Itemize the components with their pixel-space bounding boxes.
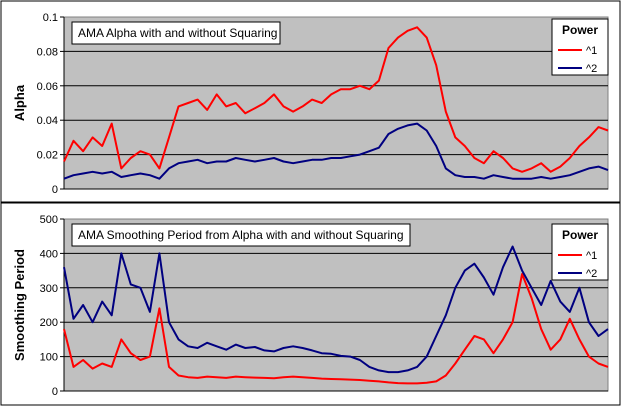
y-tick-label: 500 [40,214,58,226]
alpha-chart-svg: 0 0.02 0.04 0.06 0.08 0.1 Alpha AMA Alpha with … [0,0,621,203]
series-line-1 [63,26,609,173]
smoothing-period-chart: 0 100 200 300 400 500 Smoothing Period AMA Smoo… [0,202,621,407]
y-tick-label: 0.04 [37,115,58,127]
plot-area [63,218,609,392]
y-tick-label: 0.08 [37,46,58,58]
legend-label-2: ^2 [586,268,597,280]
alpha-chart: 0 0.02 0.04 0.06 0.08 0.1 Alpha AMA Alpha with … [0,0,621,203]
legend-box [551,18,609,76]
legend-title: Power [562,228,598,242]
chart-title: AMA Alpha with and without Squaring [78,26,277,40]
chart-title-box [71,223,411,247]
y-axis-label: Alpha [12,84,27,121]
legend-title: Power [562,23,598,37]
series-line-2 [63,245,609,374]
series-line-1 [63,273,609,385]
series-line-2 [63,122,609,180]
y-tick-label: 0.06 [37,81,58,93]
smoothing-period-chart-svg: 0 100 200 300 400 500 Smoothing Period AMA Smoo… [0,202,621,406]
legend-box [551,223,609,281]
y-tick-label: 400 [40,248,58,260]
chart-title: AMA Smoothing Period from Alpha with and… [78,228,404,242]
chart-title-box [71,21,281,45]
legend-label-2: ^2 [586,63,597,75]
y-tick-label: 0.02 [37,150,58,162]
y-tick-label: 300 [40,283,58,295]
y-tick-label: 0.1 [43,12,58,24]
y-tick-label: 0 [52,184,58,196]
legend-label-1: ^1 [586,250,597,262]
y-axis-label: Smoothing Period [12,249,27,361]
y-tick-label: 200 [40,317,58,329]
y-tick-label: 0 [52,386,58,398]
y-tick-label: 100 [40,352,58,364]
legend-label-1: ^1 [586,45,597,57]
